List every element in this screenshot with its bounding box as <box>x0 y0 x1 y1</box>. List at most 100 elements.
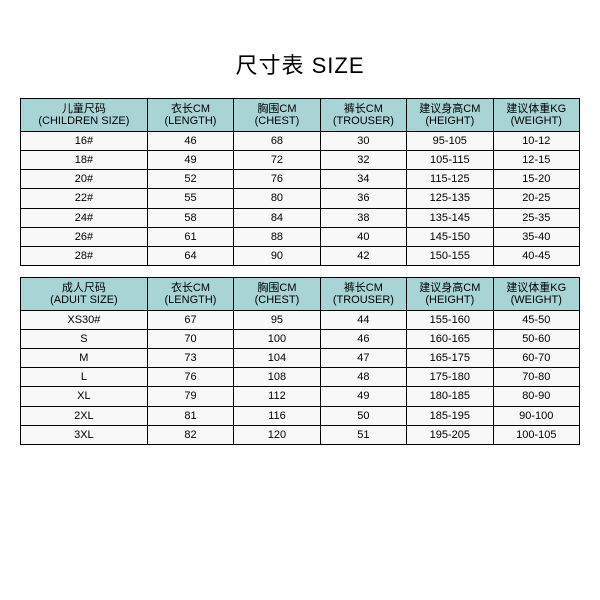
table-row: 28#649042150-15540-45 <box>21 246 580 265</box>
table-cell: 70 <box>147 330 233 349</box>
header-label-cn: 裤长CM <box>323 282 404 294</box>
table-cell: 90-100 <box>493 406 579 425</box>
table-cell: 2XL <box>21 406 148 425</box>
table-cell: 70-80 <box>493 368 579 387</box>
table-cell: 79 <box>147 387 233 406</box>
page-title: 尺寸表 SIZE <box>235 48 364 80</box>
table-cell: 76 <box>147 368 233 387</box>
header-label-en: (CHEST) <box>236 294 317 306</box>
table-cell: 88 <box>234 227 320 246</box>
table-cell: 90 <box>234 246 320 265</box>
header-label-en: (TROUSER) <box>323 294 404 306</box>
table-cell: 125-135 <box>407 189 493 208</box>
adult-header-cell: 胸围CM(CHEST) <box>234 277 320 310</box>
table-cell: 28# <box>21 246 148 265</box>
table-cell: 150-155 <box>407 246 493 265</box>
header-label-cn: 衣长CM <box>150 103 231 115</box>
table-cell: 76 <box>234 170 320 189</box>
table-cell: 145-150 <box>407 227 493 246</box>
header-label-cn: 建议体重KG <box>496 103 577 115</box>
table-cell: 95 <box>234 311 320 330</box>
table-cell: 40-45 <box>493 246 579 265</box>
table-cell: 30 <box>320 132 406 151</box>
table-cell: 22# <box>21 189 148 208</box>
table-cell: M <box>21 349 148 368</box>
table-cell: 112 <box>234 387 320 406</box>
section-spacer <box>21 265 580 277</box>
table-cell: 15-20 <box>493 170 579 189</box>
table-cell: 80 <box>234 189 320 208</box>
table-cell: 195-205 <box>407 425 493 444</box>
adult-header-cell: 建议体重KG(WEIGHT) <box>493 277 579 310</box>
table-cell: 84 <box>234 208 320 227</box>
table-row: 16#46683095-10510-12 <box>21 132 580 151</box>
table-row: XS30#679544155-16045-50 <box>21 311 580 330</box>
table-cell: 81 <box>147 406 233 425</box>
table-cell: 60-70 <box>493 349 579 368</box>
table-cell: 160-165 <box>407 330 493 349</box>
adult-header-cell: 成人尺码(ADUIT SIZE) <box>21 277 148 310</box>
adult-header-row: 成人尺码(ADUIT SIZE)衣长CM(LENGTH)胸围CM(CHEST)裤… <box>21 277 580 310</box>
table-cell: 49 <box>320 387 406 406</box>
table-cell: 105-115 <box>407 151 493 170</box>
header-label-en: (LENGTH) <box>150 115 231 127</box>
header-label-cn: 建议身高CM <box>409 282 490 294</box>
table-cell: 68 <box>234 132 320 151</box>
table-cell: 80-90 <box>493 387 579 406</box>
adult-header-cell: 裤长CM(TROUSER) <box>320 277 406 310</box>
header-label-cn: 胸围CM <box>236 103 317 115</box>
children-header-cell: 建议体重KG(WEIGHT) <box>493 99 579 132</box>
table-cell: 32 <box>320 151 406 170</box>
table-cell: XS30# <box>21 311 148 330</box>
table-row: 2XL8111650185-19590-100 <box>21 406 580 425</box>
table-cell: 48 <box>320 368 406 387</box>
children-header-cell: 裤长CM(TROUSER) <box>320 99 406 132</box>
table-cell: 61 <box>147 227 233 246</box>
table-cell: 12-15 <box>493 151 579 170</box>
table-cell: 82 <box>147 425 233 444</box>
table-cell: 47 <box>320 349 406 368</box>
header-label-cn: 衣长CM <box>150 282 231 294</box>
table-cell: 20-25 <box>493 189 579 208</box>
size-table: 儿童尺码(CHILDREN SIZE)衣长CM(LENGTH)胸围CM(CHES… <box>20 98 580 445</box>
children-header-cell: 胸围CM(CHEST) <box>234 99 320 132</box>
table-cell: 49 <box>147 151 233 170</box>
adult-header-cell: 建议身高CM(HEIGHT) <box>407 277 493 310</box>
table-cell: 185-195 <box>407 406 493 425</box>
children-header-cell: 儿童尺码(CHILDREN SIZE) <box>21 99 148 132</box>
header-label-en: (HEIGHT) <box>409 115 490 127</box>
table-cell: 55 <box>147 189 233 208</box>
table-cell: 26# <box>21 227 148 246</box>
table-cell: 155-160 <box>407 311 493 330</box>
table-cell: 16# <box>21 132 148 151</box>
table-row: 3XL8212051195-205100-105 <box>21 425 580 444</box>
table-row: 18#497232105-11512-15 <box>21 151 580 170</box>
table-row: 20#527634115-12515-20 <box>21 170 580 189</box>
header-label-en: (ADUIT SIZE) <box>23 294 145 306</box>
table-row: 26#618840145-15035-40 <box>21 227 580 246</box>
table-cell: 120 <box>234 425 320 444</box>
header-label-cn: 胸围CM <box>236 282 317 294</box>
table-cell: 25-35 <box>493 208 579 227</box>
table-cell: L <box>21 368 148 387</box>
table-cell: 36 <box>320 189 406 208</box>
children-header-row: 儿童尺码(CHILDREN SIZE)衣长CM(LENGTH)胸围CM(CHES… <box>21 99 580 132</box>
table-cell: S <box>21 330 148 349</box>
table-cell: 108 <box>234 368 320 387</box>
table-cell: 46 <box>147 132 233 151</box>
header-label-en: (WEIGHT) <box>496 115 577 127</box>
table-cell: 165-175 <box>407 349 493 368</box>
table-cell: 51 <box>320 425 406 444</box>
table-cell: 95-105 <box>407 132 493 151</box>
table-cell: 73 <box>147 349 233 368</box>
table-cell: 180-185 <box>407 387 493 406</box>
header-label-en: (WEIGHT) <box>496 294 577 306</box>
table-cell: 3XL <box>21 425 148 444</box>
table-cell: 104 <box>234 349 320 368</box>
header-label-cn: 建议身高CM <box>409 103 490 115</box>
header-label-cn: 成人尺码 <box>23 282 145 294</box>
header-label-en: (TROUSER) <box>323 115 404 127</box>
table-cell: 52 <box>147 170 233 189</box>
table-row: M7310447165-17560-70 <box>21 349 580 368</box>
table-cell: 20# <box>21 170 148 189</box>
